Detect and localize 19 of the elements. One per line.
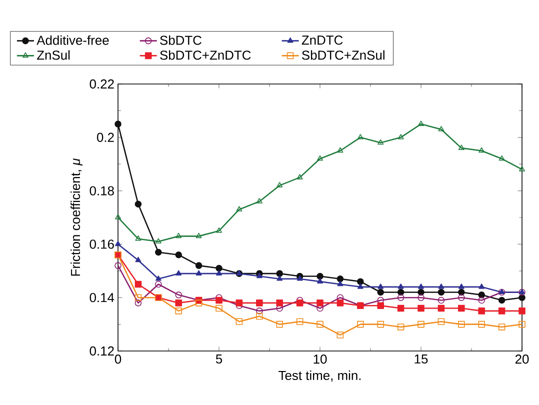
legend-label: SbDTC+ZnDTC bbox=[160, 50, 251, 60]
legend-label: Additive-free bbox=[36, 35, 109, 45]
y-tick-label: 0.18 bbox=[90, 186, 114, 196]
x-tick-label: 0 bbox=[114, 354, 122, 364]
y-tick-label: 0.14 bbox=[90, 293, 114, 302]
y-tick-label: 0.2 bbox=[96, 132, 114, 142]
legend-label: ZnDTC bbox=[302, 36, 343, 45]
y-tick-label: 0.22 bbox=[90, 79, 114, 89]
y-tick-label: 0.12 bbox=[90, 346, 114, 356]
x-tick-label: 10 bbox=[314, 354, 327, 364]
x-tick-label: 20 bbox=[515, 354, 529, 364]
legend-label: SbDTC+ZnSul bbox=[302, 50, 384, 60]
x-axis-title: Test time, min. bbox=[278, 370, 361, 382]
y-axis-title: Friction coefficient, μ bbox=[70, 158, 82, 276]
legend-label: SbDTC bbox=[160, 35, 202, 45]
x-tick-label: 5 bbox=[216, 354, 222, 364]
legend-label: ZnSul bbox=[37, 50, 70, 60]
x-tick-label: 15 bbox=[414, 354, 428, 364]
y-tick-label: 0.16 bbox=[90, 240, 114, 249]
